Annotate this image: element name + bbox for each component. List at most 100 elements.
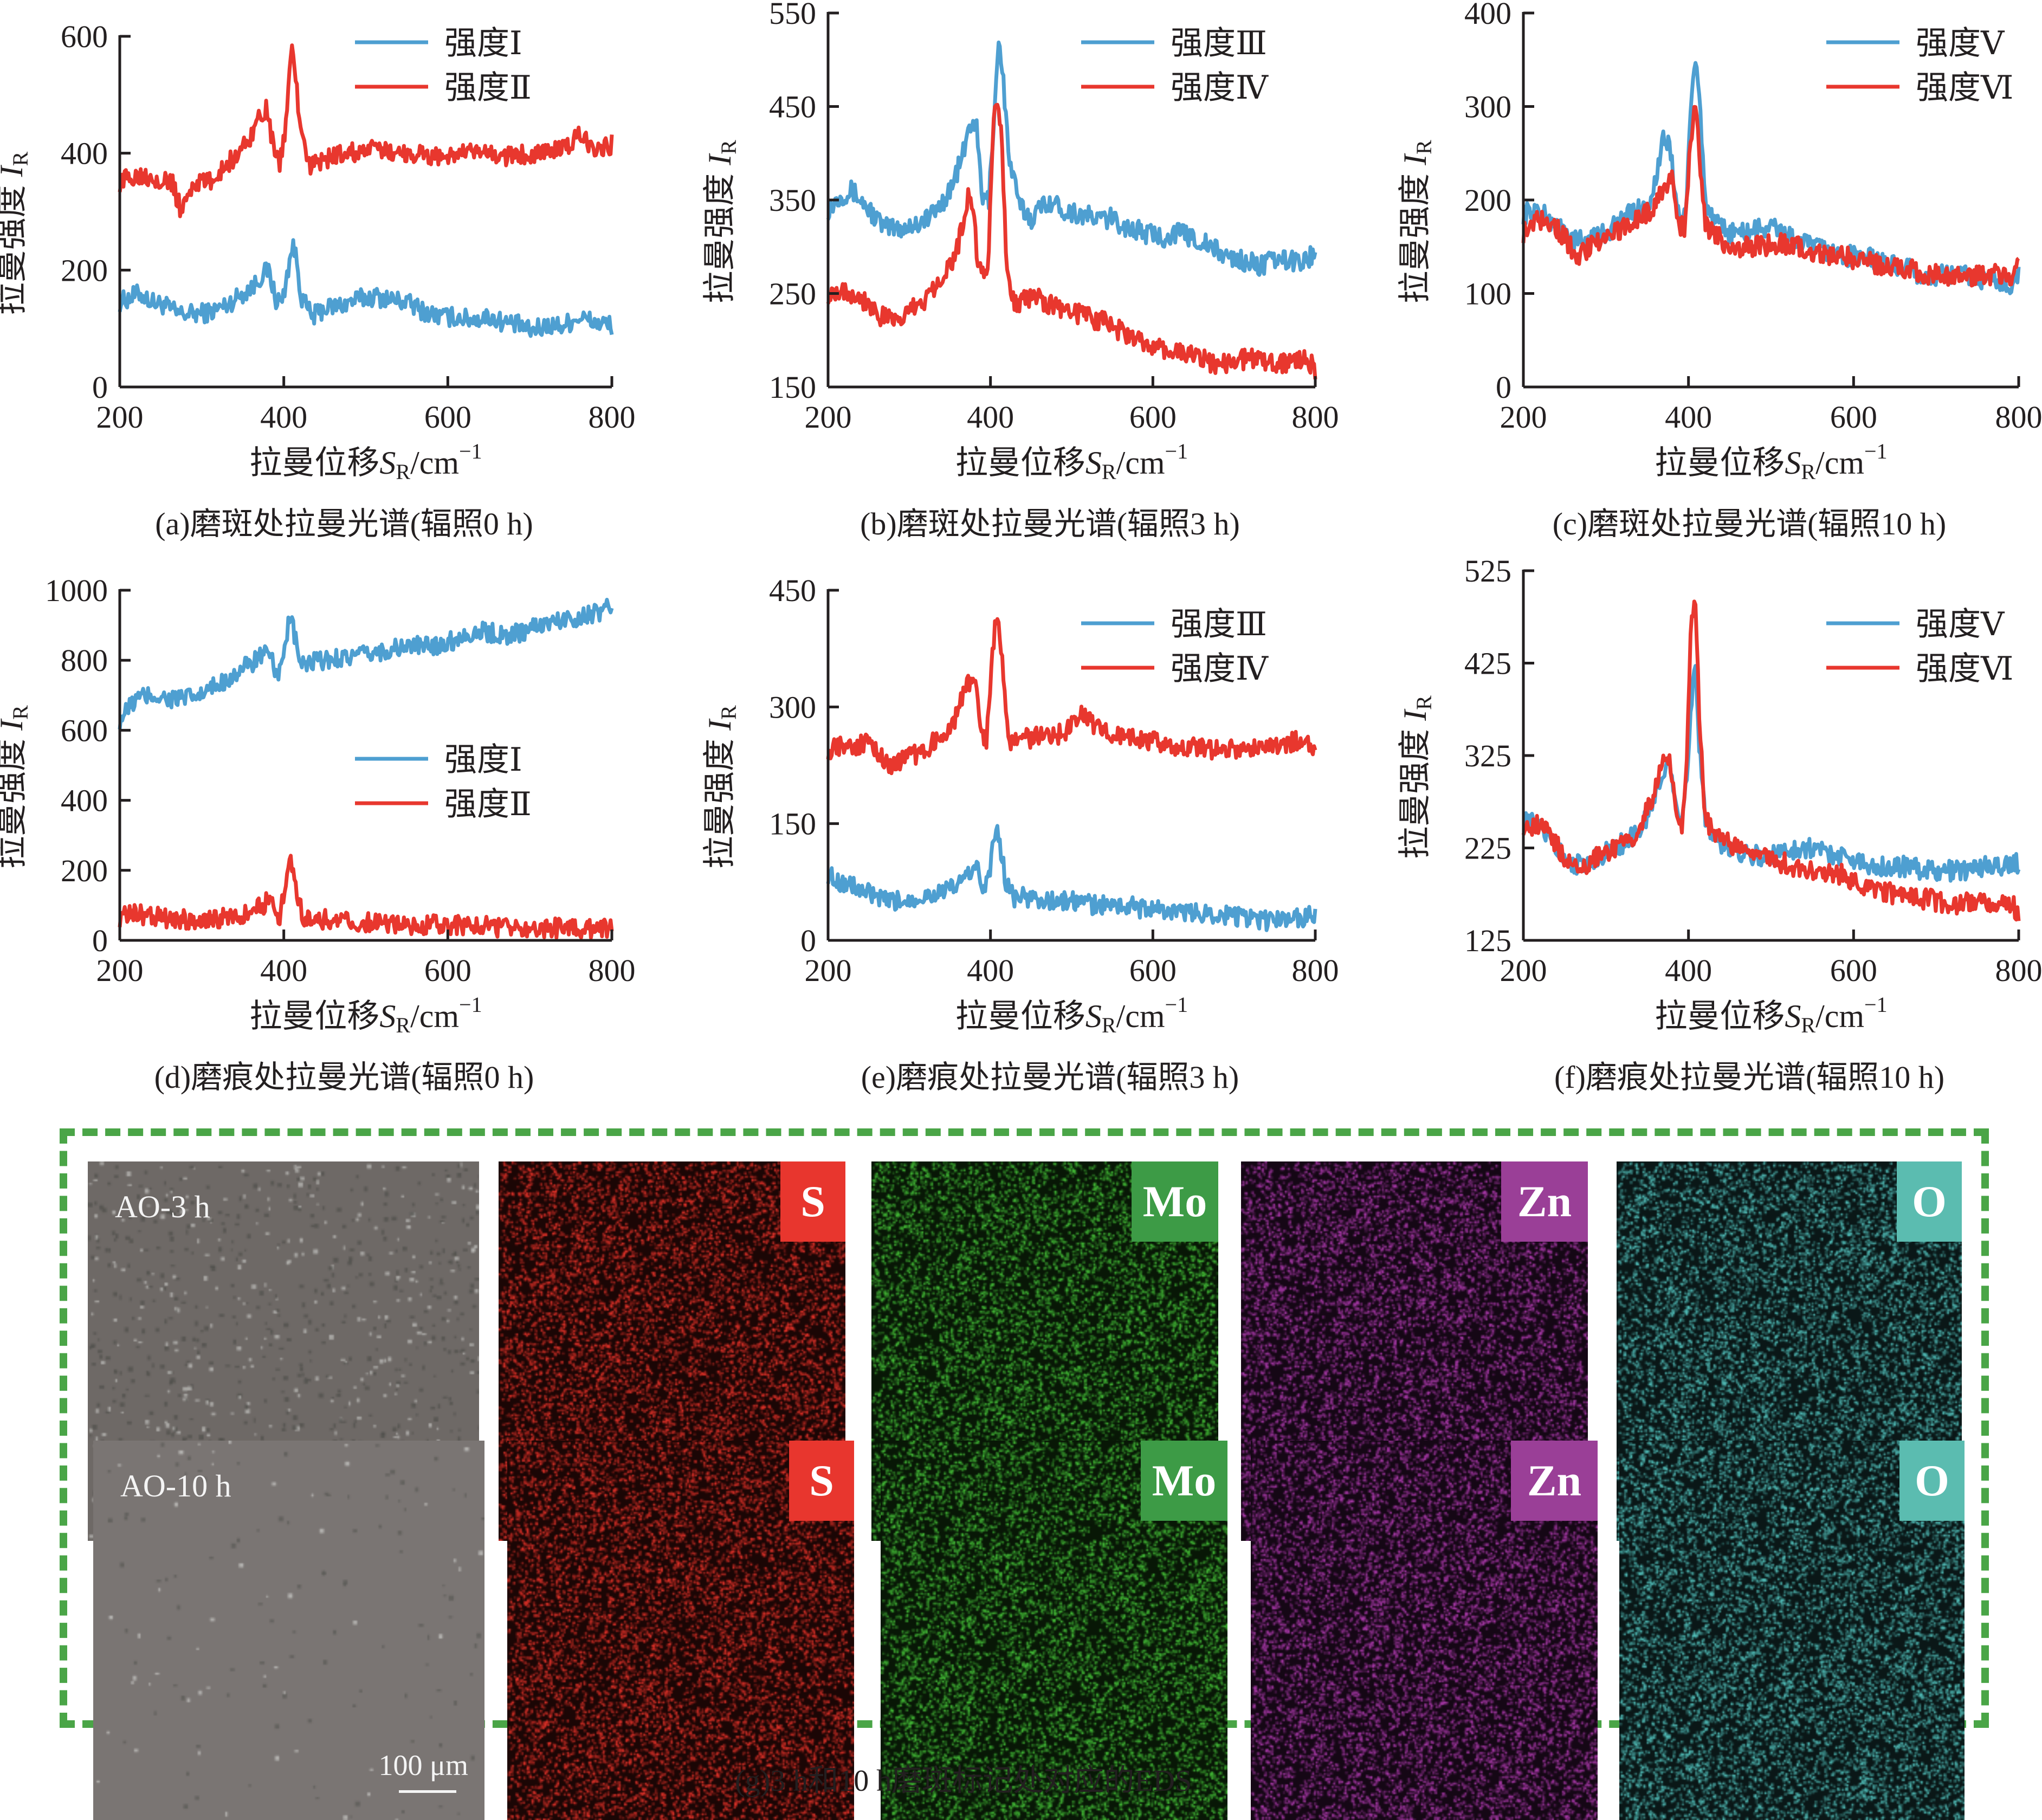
x-tick-label: 400 [1665,399,1712,435]
scale-bar [399,1790,456,1793]
y-tick-label: 100 [1464,276,1511,312]
chart-caption: (a)磨斑处拉曼光谱(辐照0 h) [155,506,533,541]
y-tick-label: 1000 [45,573,108,608]
x-tick-label: 400 [967,399,1014,435]
y-tick-label: 125 [1464,923,1511,958]
element-label-mo: Mo [1132,1161,1218,1242]
element-label-zn: Zn [1511,1441,1598,1521]
legend-label: 强度Ⅱ [444,70,532,106]
x-tick-label: 800 [1995,953,2042,988]
x-tick-label: 800 [589,953,636,988]
y-tick-label: 250 [769,276,816,312]
y-tick-label: 600 [61,713,108,748]
y-tick-label: 600 [61,19,108,54]
y-tick-label: 550 [769,0,816,31]
chart-caption: (d)磨痕处拉曼光谱(辐照0 h) [154,1060,534,1095]
x-axis-label: 拉曼位移SR/cm−1 [955,992,1188,1037]
x-axis-label: 拉曼位移SR/cm−1 [1655,992,1887,1037]
y-tick-label: 200 [61,253,108,288]
x-tick-label: 400 [967,953,1014,988]
x-tick-label: 800 [589,399,636,435]
x-tick-label: 600 [1129,953,1177,988]
legend-label: 强度Ⅵ [1916,651,2013,687]
sample-label: AO-3 h [115,1189,210,1225]
legend-label: 强度Ⅲ [1171,25,1267,61]
x-axis-label: 拉曼位移SR/cm−1 [249,439,482,484]
y-tick-label: 0 [800,923,816,958]
y-tick-label: 400 [61,136,108,171]
x-tick-label: 600 [424,953,471,988]
eds-map-zn: Zn [1251,1441,1598,1820]
element-label-s: S [789,1441,854,1521]
y-tick-label: 200 [1464,183,1511,218]
eds-caption: (g)3 h和10 h磨斑标记处对应的EDS [735,1756,1192,1800]
y-tick-label: 0 [1496,370,1511,405]
element-label-o: O [1897,1161,1962,1242]
y-axis-label: 拉曼强度 IR [0,705,33,869]
x-tick-label: 400 [260,953,307,988]
y-tick-label: 425 [1464,646,1511,681]
y-tick-label: 150 [769,806,816,842]
y-tick-label: 400 [61,783,108,818]
x-tick-label: 600 [424,399,471,435]
y-tick-label: 150 [769,370,816,405]
series-line-b-2 [828,105,1315,379]
series-line-a-1 [120,240,612,336]
legend-label: 强度Ⅲ [1171,606,1267,642]
element-label-o: O [1899,1441,1965,1521]
legend-label: 强度Ⅴ [1916,606,2005,642]
legend-label: 强度Ⅰ [444,25,522,61]
x-tick-label: 800 [1292,399,1339,435]
y-tick-label: 0 [92,923,108,958]
legend-label: 强度Ⅱ [444,786,532,822]
x-axis-label: 拉曼位移SR/cm−1 [1655,439,1887,484]
sample-label: AO-10 h [120,1468,231,1504]
y-tick-label: 300 [1464,89,1511,125]
eds-map-o: O [1619,1441,1965,1820]
x-tick-label: 600 [1129,399,1177,435]
series-line-e-1 [828,826,1315,931]
x-tick-label: 600 [1830,399,1877,435]
series-line-c-2 [1523,107,2019,286]
element-label-zn: Zn [1501,1161,1588,1242]
element-label-mo: Mo [1141,1441,1227,1521]
y-axis-label: 拉曼强度 IR [702,705,741,869]
x-tick-label: 400 [1665,953,1712,988]
y-tick-label: 300 [769,689,816,725]
series-line-a-2 [120,46,612,217]
chart-caption: (c)磨斑处拉曼光谱(辐照10 h) [1553,506,1947,541]
legend-label: 强度Ⅰ [444,742,522,778]
y-axis-label: 拉曼强度 IR [0,151,33,315]
series-line-d-2 [120,856,612,938]
raman-spectra-figure: 200 400 600 800 0 200 400 600 拉曼位移SR/cm−1 拉曼强度 IR… [0,0,2042,1116]
legend-label: 强度Ⅳ [1171,70,1269,106]
x-tick-label: 800 [1995,399,2042,435]
chart-caption: (f)磨痕处拉曼光谱(辐照10 h) [1554,1060,1944,1095]
sem-image: AO-10 h 100 μm [93,1441,484,1820]
legend-label: 强度Ⅳ [1171,651,1269,687]
y-tick-label: 450 [769,573,816,608]
y-tick-label: 800 [61,643,108,678]
y-axis-label: 拉曼强度 IR [1397,695,1436,859]
series-line-d-1 [120,600,612,730]
legend-label: 强度Ⅴ [1916,25,2005,61]
y-tick-label: 525 [1464,553,1511,589]
y-tick-label: 400 [1464,0,1511,31]
y-tick-label: 0 [92,370,108,405]
y-tick-label: 450 [769,89,816,125]
chart-caption: (b)磨斑处拉曼光谱(辐照3 h) [860,506,1240,541]
chart-caption: (e)磨痕处拉曼光谱(辐照3 h) [861,1060,1239,1095]
y-tick-label: 200 [61,853,108,888]
y-tick-label: 225 [1464,831,1511,866]
scale-bar-label: 100 μm [379,1748,468,1782]
legend-label: 强度Ⅵ [1916,70,2013,106]
x-tick-label: 600 [1830,953,1877,988]
y-axis-label: 拉曼强度 IR [702,140,741,304]
x-axis-label: 拉曼位移SR/cm−1 [249,992,482,1037]
